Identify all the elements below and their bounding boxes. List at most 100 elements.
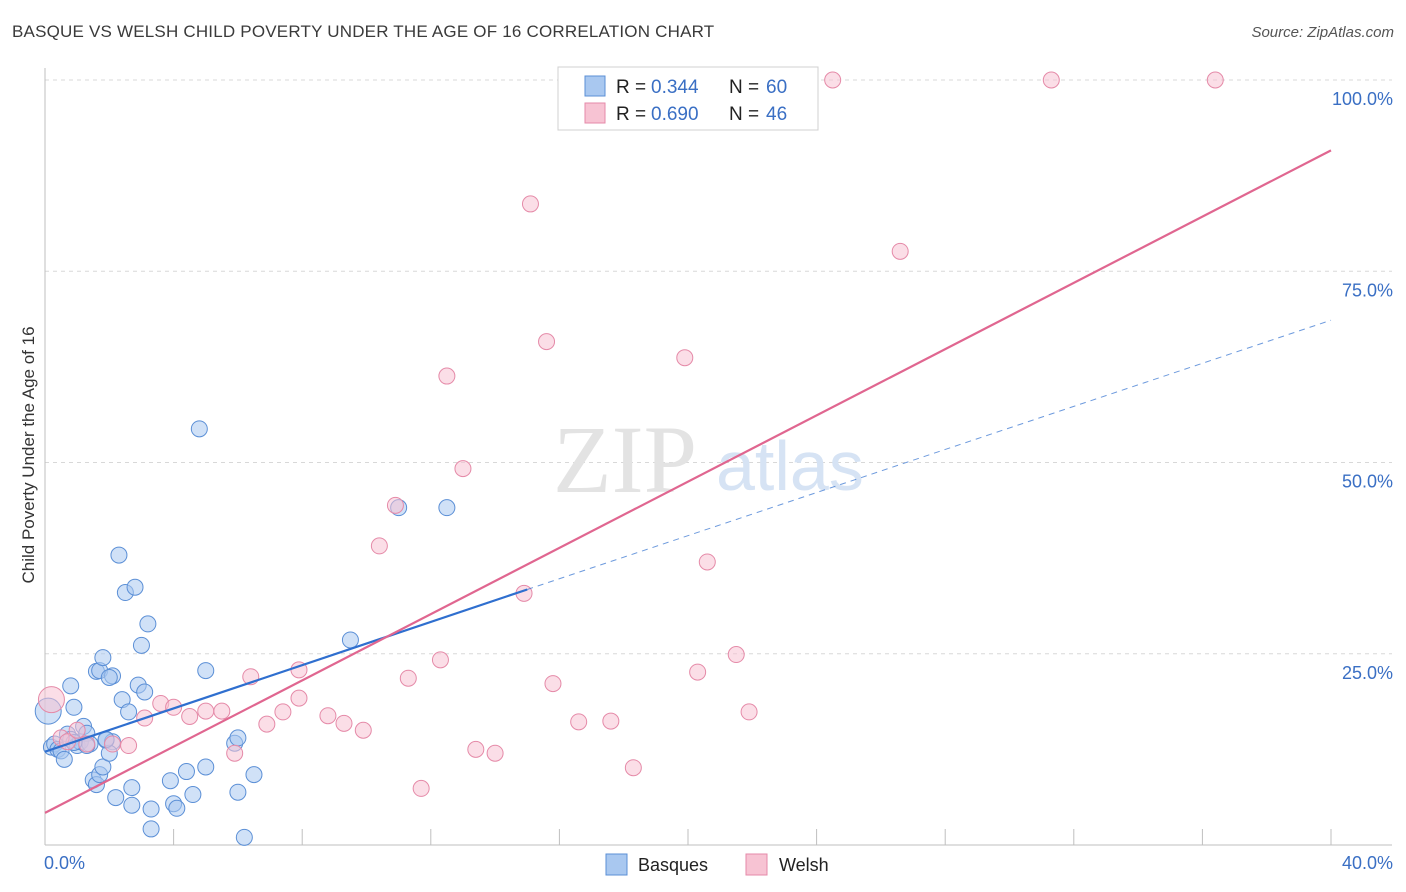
source-label: Source: ZipAtlas.com: [1251, 24, 1394, 41]
bottom-legend-swatch-welsh: [745, 853, 768, 876]
basque-point-33: [126, 578, 144, 596]
welsh-point-24: [399, 669, 417, 687]
welsh-point-29: [467, 740, 485, 758]
basque-point-40: [161, 772, 179, 790]
basque-point-44: [184, 786, 202, 804]
basque-point-36: [136, 683, 154, 701]
welsh-point-40: [698, 553, 716, 571]
welsh-point-15: [258, 715, 276, 733]
basque-point-8: [62, 677, 80, 695]
basque-point-56: [100, 668, 118, 686]
legend-r-label-welsh: R =: [616, 104, 646, 125]
welsh-point-21: [354, 721, 372, 739]
basque-point-32: [123, 796, 141, 814]
basque-point-47: [197, 662, 215, 680]
welsh-point-32: [521, 195, 539, 213]
legend-n-value-basque: 60: [766, 77, 787, 98]
bottom-legend: Basques Welsh: [605, 853, 829, 876]
legend-n-label-basque: N =: [729, 77, 759, 98]
y-tick-label-0: 25.0%: [1342, 663, 1393, 683]
legend-swatch-welsh: [584, 102, 606, 124]
welsh-point-22: [370, 537, 388, 555]
x-tick-label-0: 0.0%: [44, 853, 85, 873]
welsh-point-37: [624, 759, 642, 777]
basque-point-5: [55, 750, 73, 768]
basque-point-26: [107, 789, 125, 807]
welsh-point-5: [104, 735, 122, 753]
welsh-point-12: [213, 702, 231, 720]
welsh-point-18: [290, 689, 308, 707]
welsh-point-3: [68, 721, 86, 739]
basque-point-27: [110, 546, 128, 564]
legend-r-value-basque: 0.344: [651, 77, 699, 98]
y-tick-label-2: 75.0%: [1342, 280, 1393, 300]
basque-trendline-1: [527, 319, 1332, 590]
basque-point-53: [341, 631, 359, 649]
y-axis-label: Child Poverty Under the Age of 16: [19, 326, 38, 583]
basque-point-20: [94, 758, 112, 776]
basque-point-52: [245, 766, 263, 784]
welsh-point-19: [319, 707, 337, 725]
bottom-legend-label-welsh: Welsh: [779, 855, 829, 875]
basque-point-51: [235, 828, 253, 846]
welsh-point-38: [676, 349, 694, 367]
bottom-legend-label-basque: Basques: [638, 855, 708, 875]
welsh-point-23: [386, 496, 404, 514]
welsh-point-6: [120, 737, 138, 755]
basque-point-37: [139, 615, 157, 633]
basque-point-45: [190, 420, 208, 438]
legend-swatch-basque: [584, 75, 606, 97]
legend-r-label-basque: R =: [616, 77, 646, 98]
welsh-point-30: [486, 744, 504, 762]
basque-point-50: [229, 783, 247, 801]
basque-point-31: [123, 779, 141, 797]
basque-point-55: [438, 499, 456, 517]
welsh-point-20: [335, 714, 353, 732]
legend-r-value-welsh: 0.690: [651, 104, 699, 125]
basque-point-30: [120, 703, 138, 721]
welsh-point-27: [438, 367, 456, 385]
basque-point-49: [229, 729, 247, 747]
welsh-point-36: [602, 712, 620, 730]
top-legend: R = 0.344 N = 60 R = 0.690 N = 46: [557, 66, 819, 131]
welsh-point-41: [727, 646, 745, 664]
welsh-trendline-2: [44, 149, 1332, 814]
basque-point-46: [197, 758, 215, 776]
trendlines: [44, 149, 1332, 814]
basque-point-42: [168, 799, 186, 817]
watermark-zip: ZIP: [553, 406, 697, 513]
legend-n-value-welsh: 46: [766, 104, 787, 125]
welsh-point-0: [37, 686, 65, 714]
chart-title: BASQUE VS WELSH CHILD POVERTY UNDER THE …: [12, 22, 715, 41]
watermark-atlas: atlas: [716, 427, 864, 505]
welsh-point-42: [740, 703, 758, 721]
welsh-point-13: [226, 744, 244, 762]
welsh-point-46: [1206, 71, 1224, 89]
welsh-point-44: [891, 242, 909, 260]
welsh-point-43: [824, 71, 842, 89]
x-tick-label-1: 40.0%: [1342, 853, 1393, 873]
welsh-point-35: [570, 713, 588, 731]
basque-trendline-0: [44, 588, 528, 753]
welsh-point-39: [689, 663, 707, 681]
y-tick-label-1: 50.0%: [1342, 472, 1393, 492]
welsh-point-34: [544, 675, 562, 693]
basque-point-43: [177, 763, 195, 781]
legend-n-label-welsh: N =: [729, 104, 759, 125]
welsh-point-45: [1042, 71, 1060, 89]
watermark: ZIP atlas: [553, 406, 864, 513]
basque-point-21: [94, 649, 112, 667]
welsh-point-11: [197, 702, 215, 720]
welsh-point-16: [274, 703, 292, 721]
welsh-point-28: [454, 460, 472, 478]
y-tick-labels: 25.0% 50.0% 75.0% 100.0%: [1332, 89, 1393, 683]
welsh-point-10: [181, 707, 199, 725]
basque-point-9: [65, 698, 83, 716]
y-tick-label-3: 100.0%: [1332, 89, 1393, 109]
grid-lines: [45, 79, 1392, 655]
basque-point-35: [132, 636, 150, 654]
basque-point-39: [142, 820, 160, 838]
welsh-point-26: [431, 651, 449, 669]
bottom-legend-swatch-basque: [605, 853, 628, 876]
